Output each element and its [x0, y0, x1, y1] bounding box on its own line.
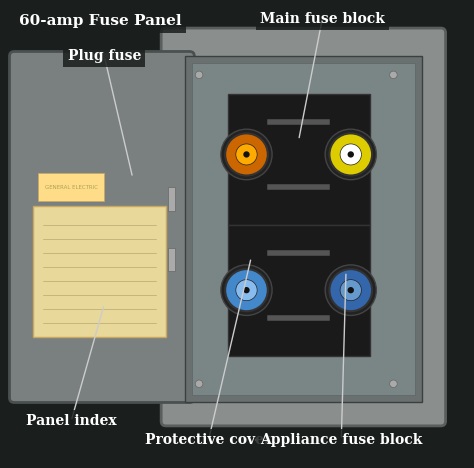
Text: Appliance fuse block: Appliance fuse block	[260, 433, 422, 447]
Text: GENERAL ELECTRIC: GENERAL ELECTRIC	[45, 185, 98, 190]
Bar	[228, 225, 370, 356]
Circle shape	[243, 287, 250, 293]
Circle shape	[236, 279, 257, 300]
Circle shape	[225, 269, 268, 311]
Circle shape	[340, 144, 361, 165]
Bar	[168, 248, 175, 271]
FancyBboxPatch shape	[161, 28, 446, 426]
Circle shape	[347, 151, 354, 158]
Circle shape	[347, 287, 354, 293]
Circle shape	[325, 129, 376, 180]
Circle shape	[195, 71, 203, 79]
Circle shape	[325, 265, 376, 315]
Circle shape	[195, 380, 203, 388]
Text: Plug fuse: Plug fuse	[68, 49, 141, 63]
Circle shape	[329, 133, 372, 176]
Circle shape	[225, 133, 268, 176]
Circle shape	[236, 144, 257, 165]
Bar	[168, 187, 175, 211]
Bar	[185, 56, 422, 402]
Circle shape	[340, 279, 361, 300]
Circle shape	[390, 380, 397, 388]
Bar	[192, 63, 415, 395]
Text: Protective cover: Protective cover	[146, 433, 272, 447]
Circle shape	[221, 265, 272, 315]
Circle shape	[390, 71, 397, 79]
Bar	[38, 173, 104, 201]
Circle shape	[221, 129, 272, 180]
Text: 60-amp Fuse Panel: 60-amp Fuse Panel	[19, 14, 182, 28]
Bar	[33, 206, 166, 337]
Bar	[228, 94, 370, 225]
Circle shape	[243, 151, 250, 158]
FancyBboxPatch shape	[9, 51, 194, 402]
Text: Main fuse block: Main fuse block	[260, 12, 385, 26]
Text: Panel index: Panel index	[26, 414, 117, 428]
Circle shape	[329, 269, 372, 311]
